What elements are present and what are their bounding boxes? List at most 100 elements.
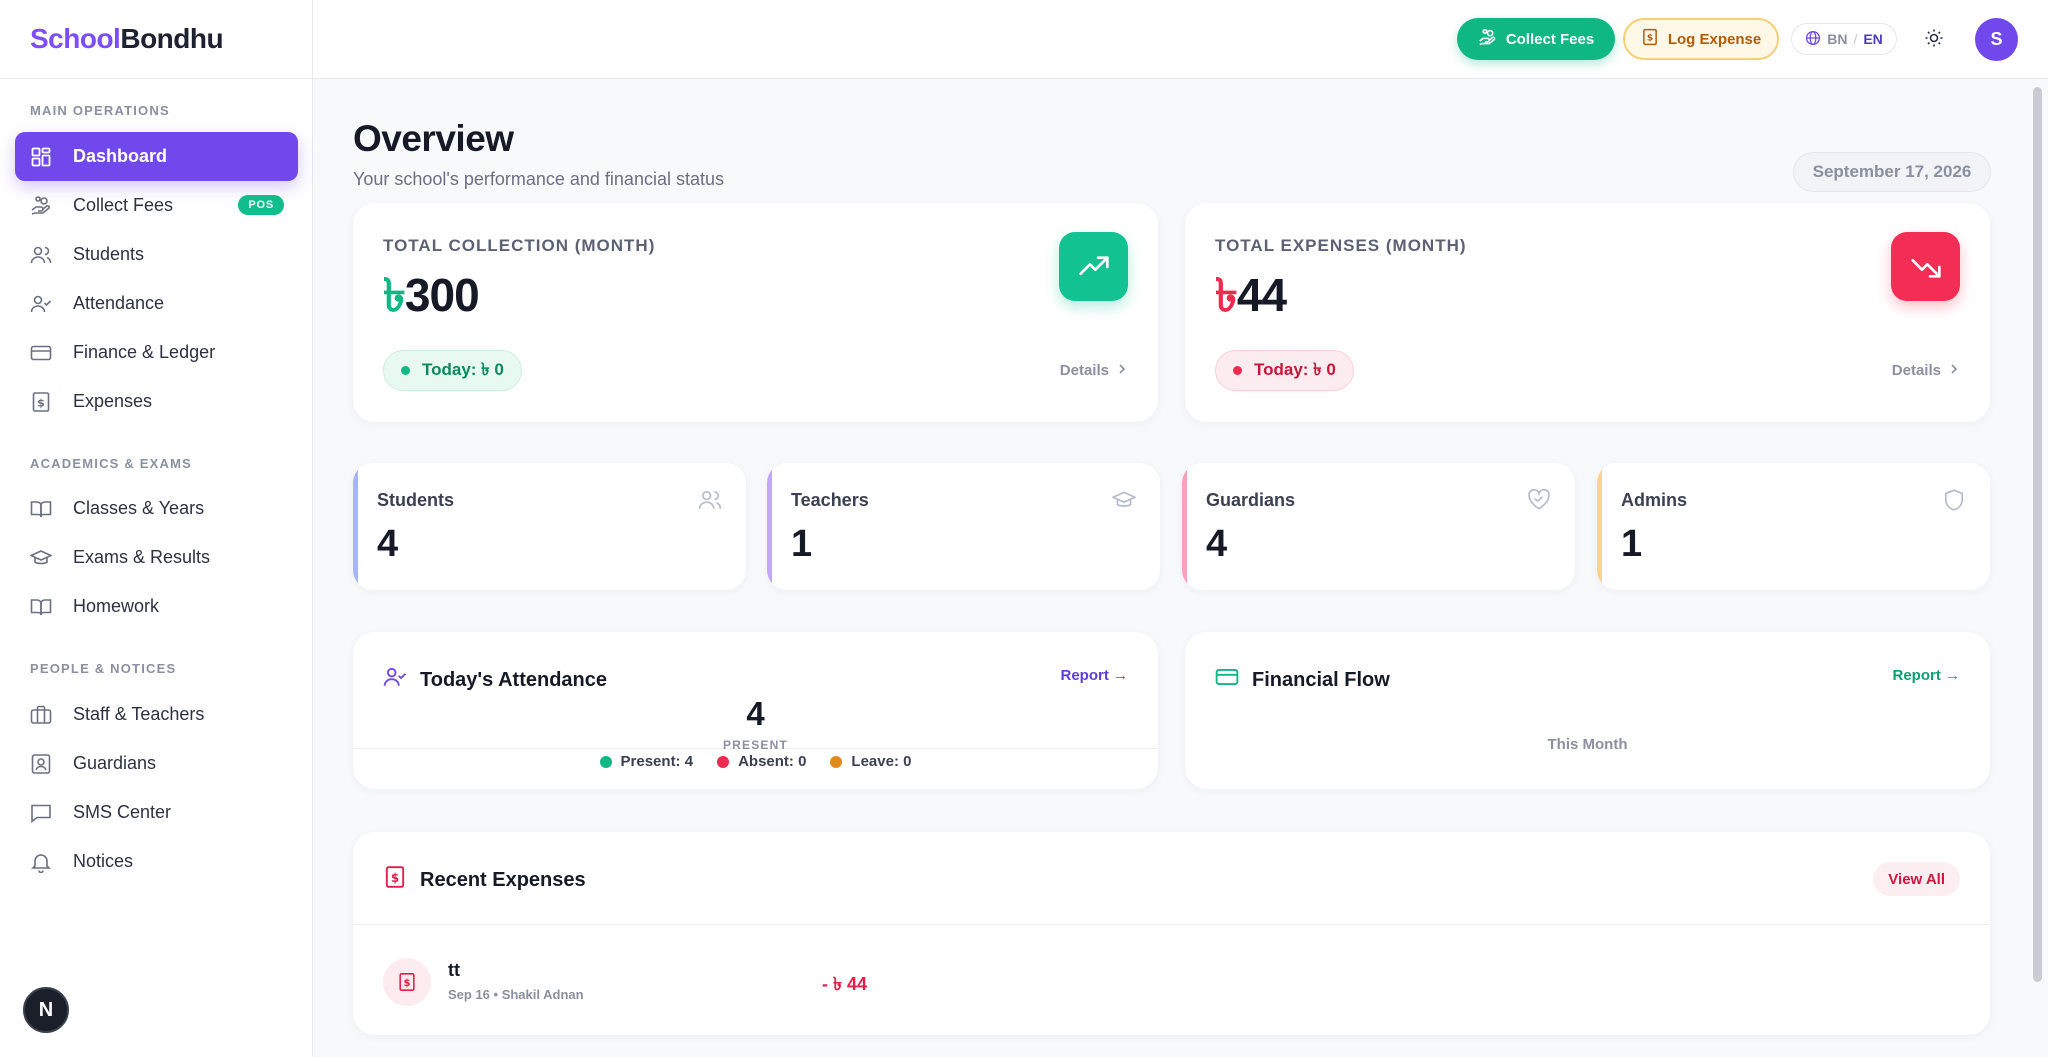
users-icon <box>698 488 722 512</box>
sidebar-item-label: Staff & Teachers <box>73 704 205 724</box>
sidebar-item-label: Dashboard <box>73 146 168 166</box>
status-dot <box>401 366 410 375</box>
sidebar: School Bondhu MAIN OPERATIONS Dashboard C… <box>0 0 313 1057</box>
sidebar-item-homework[interactable]: Homework <box>15 582 298 631</box>
lang-en[interactable]: EN <box>1863 31 1883 47</box>
present-dot <box>599 755 612 768</box>
sidebar-item-collect-fees[interactable]: Collect Fees POS <box>15 181 298 230</box>
briefcase-icon <box>30 704 52 726</box>
hand-coins-icon <box>30 195 52 217</box>
attendance-present-label: PRESENT <box>722 738 789 752</box>
dev-tools-badge[interactable]: N <box>23 987 69 1033</box>
sidebar-item-exams-results[interactable]: Exams & Results <box>15 533 298 582</box>
receipt-icon: $ <box>1641 28 1659 50</box>
collection-amount: 300 <box>404 269 480 321</box>
leave-dot <box>830 755 843 768</box>
sidebar-item-label: Guardians <box>73 753 157 773</box>
total-collection-value: ৳300 <box>383 261 480 337</box>
globe-icon <box>1805 30 1821 49</box>
graduation-cap-icon <box>30 547 52 569</box>
divider <box>353 748 1158 749</box>
date-pill: September 17, 2026 <box>1793 152 1991 192</box>
financial-flow-period: This Month <box>1547 736 1628 753</box>
bell-icon <box>30 851 52 873</box>
language-toggle[interactable]: BN / EN <box>1791 23 1897 55</box>
sidebar-item-sms-center[interactable]: SMS Center <box>15 788 298 837</box>
accent-bar <box>1182 463 1187 590</box>
log-expense-button[interactable]: $ Log Expense <box>1623 18 1779 60</box>
lang-bn[interactable]: BN <box>1827 31 1848 47</box>
hand-coins-icon <box>1478 28 1497 51</box>
sidebar-item-notices[interactable]: Notices <box>15 837 298 886</box>
sidebar-item-label: Expenses <box>73 391 153 411</box>
currency-symbol: ৳ <box>1215 269 1238 321</box>
stat-value: 4 <box>1206 523 1228 565</box>
lang-separator: / <box>1853 31 1858 47</box>
stat-card-admins[interactable]: Admins 1 <box>1597 463 1990 590</box>
legend-leave: Leave: 0 <box>830 753 911 770</box>
graduation-cap-icon <box>1111 488 1137 512</box>
sidebar-item-label: Exams & Results <box>73 547 211 567</box>
user-check-icon <box>30 293 52 315</box>
sidebar-item-label: Notices <box>73 851 134 871</box>
contact-icon <box>30 753 52 775</box>
sidebar-item-finance-ledger[interactable]: Finance & Ledger <box>15 328 298 377</box>
brand-logo[interactable]: School Bondhu <box>0 0 312 79</box>
credit-card-icon <box>30 342 52 364</box>
legend-absent-text: Absent: 0 <box>738 753 807 770</box>
expense-meta: Sep 16 • Shakil Adnan <box>448 987 584 1002</box>
sidebar-item-students[interactable]: Students <box>15 230 298 279</box>
sidebar-item-label: Students <box>73 244 145 264</box>
chevron-right-icon <box>1118 362 1126 379</box>
sidebar-item-label: Finance & Ledger <box>73 342 216 362</box>
financial-flow-report-link[interactable]: Report → <box>1892 667 1961 684</box>
legend-present: Present: 4 <box>599 753 694 770</box>
today-collection-pill: Today: ৳ 0 <box>383 350 522 391</box>
book-open-icon <box>30 498 52 520</box>
credit-card-icon <box>1215 665 1239 695</box>
accent-bar <box>767 463 772 590</box>
theme-toggle-button[interactable] <box>1921 27 1947 53</box>
expense-title: tt <box>448 960 460 980</box>
stat-label: Admins <box>1621 490 1688 510</box>
total-expenses-label: TOTAL EXPENSES (MONTH) <box>1215 236 1467 255</box>
collect-fees-button[interactable]: Collect Fees <box>1457 18 1615 60</box>
stat-card-teachers[interactable]: Teachers 1 <box>767 463 1160 590</box>
stat-card-guardians[interactable]: Guardians 4 <box>1182 463 1575 590</box>
total-expenses-card: TOTAL EXPENSES (MONTH) ৳44 Today: ৳ 0 De… <box>1185 203 1990 422</box>
stat-value: 4 <box>377 523 399 565</box>
accent-bar <box>1597 463 1602 590</box>
page-subtitle: Your school's performance and financial … <box>353 169 724 189</box>
section-main-operations: MAIN OPERATIONS <box>30 103 170 118</box>
sidebar-item-classes-years[interactable]: Classes & Years <box>15 484 298 533</box>
details-label: Details <box>1891 362 1941 379</box>
sidebar-item-staff-teachers[interactable]: Staff & Teachers <box>15 690 298 739</box>
expenses-details-link[interactable]: Details <box>1892 362 1958 379</box>
collection-details-link[interactable]: Details <box>1060 362 1126 379</box>
details-label: Details <box>1059 362 1109 379</box>
sidebar-item-attendance[interactable]: Attendance <box>15 279 298 328</box>
legend-present-text: Present: 4 <box>620 753 694 770</box>
log-expense-label: Log Expense <box>1667 30 1762 48</box>
brand-part2: Bondhu <box>120 23 224 54</box>
divider <box>353 924 1990 925</box>
today-expenses-pill: Today: ৳ 0 <box>1215 350 1354 391</box>
scrollbar[interactable] <box>2033 87 2042 982</box>
stat-card-students[interactable]: Students 4 <box>353 463 746 590</box>
section-people-notices: PEOPLE & NOTICES <box>30 661 177 676</box>
sidebar-item-expenses[interactable]: $ Expenses <box>15 377 298 426</box>
attendance-report-link[interactable]: Report → <box>1060 667 1129 684</box>
svg-text:$: $ <box>391 871 399 885</box>
svg-text:$: $ <box>404 978 411 989</box>
sidebar-item-guardians[interactable]: Guardians <box>15 739 298 788</box>
user-avatar[interactable]: S <box>1975 18 2018 61</box>
view-all-button[interactable]: View All <box>1873 862 1960 896</box>
legend-leave-text: Leave: 0 <box>851 753 912 770</box>
absent-dot <box>717 755 730 768</box>
attendance-card: Today's Attendance Report → 4 PRESENT Pr… <box>353 632 1158 789</box>
financial-flow-card: Financial Flow Report → This Month <box>1185 632 1990 789</box>
sidebar-item-dashboard[interactable]: Dashboard <box>15 132 298 181</box>
attendance-legend: Present: 4 Absent: 0 Leave: 0 <box>353 753 1158 770</box>
users-icon <box>30 244 52 266</box>
total-expenses-value: ৳44 <box>1215 261 1287 337</box>
